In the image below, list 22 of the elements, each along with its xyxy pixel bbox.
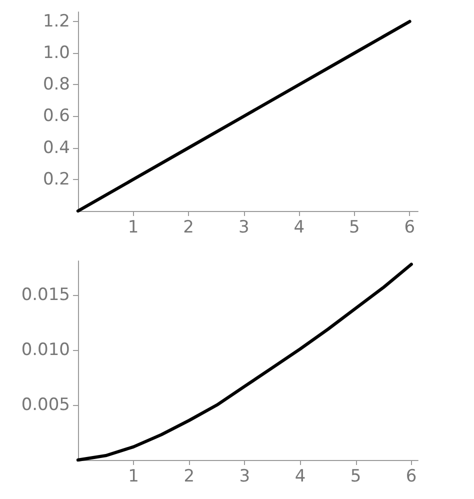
- line-series: [76, 20, 412, 213]
- y-tick-label: 0.010: [21, 340, 70, 360]
- x-tick-label: 6: [404, 218, 416, 238]
- y-tick-label: 0.4: [42, 138, 70, 158]
- x-tick-label: 4: [294, 218, 305, 238]
- x-tick-label: 4: [294, 466, 306, 486]
- x-tick-label: 2: [184, 466, 195, 486]
- x-tick-label: 3: [238, 218, 250, 238]
- x-tick-label: 2: [183, 218, 194, 238]
- y-tick-label: 0.015: [21, 285, 70, 306]
- y-tick-label: 0.2: [42, 169, 70, 190]
- x-tick-label: 3: [239, 466, 250, 486]
- x-tick-label: 5: [349, 218, 360, 238]
- y-tick-label: 0.6: [42, 106, 70, 126]
- y-tick-label: 0.8: [42, 74, 70, 95]
- y-tick-label: 0.005: [21, 395, 70, 416]
- x-tick-label: 5: [350, 466, 362, 486]
- x-tick-label: 1: [128, 466, 139, 486]
- x-tick-label: 1: [128, 218, 139, 238]
- y-tick-label: 1.2: [42, 11, 70, 32]
- y-tick-label: 1.0: [42, 43, 70, 64]
- x-tick-label: 6: [406, 466, 417, 486]
